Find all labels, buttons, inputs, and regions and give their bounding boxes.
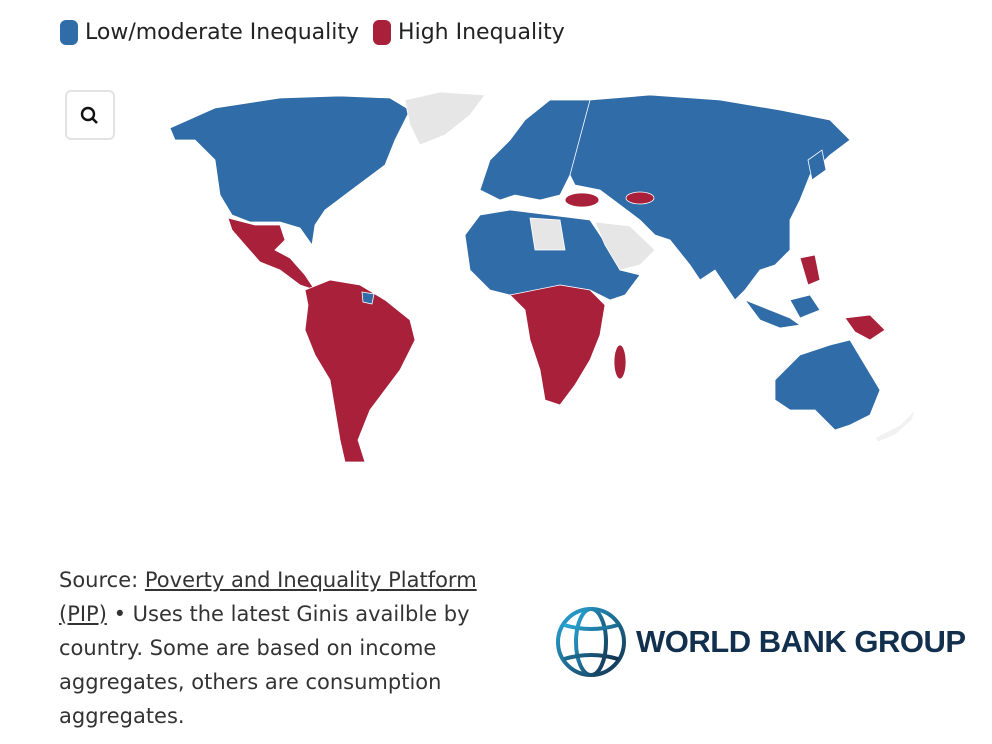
country-region[interactable] [594, 221, 656, 271]
country-region[interactable] [509, 284, 606, 406]
legend: Low/moderate Inequality High Inequality [60, 20, 579, 45]
country-region[interactable] [464, 209, 641, 301]
country-region[interactable] [613, 344, 627, 380]
world-map [169, 91, 916, 463]
legend-swatch [60, 20, 78, 45]
country-region[interactable] [743, 299, 802, 329]
country-region[interactable] [361, 291, 375, 305]
source-link[interactable]: Poverty and Inequality Platform (PIP) [59, 568, 477, 626]
country-region[interactable] [874, 409, 916, 443]
country-region[interactable] [844, 314, 886, 341]
country-region[interactable] [569, 94, 851, 301]
legend-label: Low/moderate Inequality [85, 20, 360, 45]
source-note: Source: Poverty and Inequality Platform … [59, 563, 514, 733]
country-region[interactable] [227, 217, 316, 291]
legend-swatch [373, 20, 392, 45]
country-region[interactable] [404, 91, 486, 146]
legend-item[interactable]: Low/moderate Inequality [60, 20, 359, 45]
country-region[interactable] [529, 217, 566, 251]
country-region[interactable] [625, 191, 655, 205]
search-icon [80, 106, 98, 124]
country-region[interactable] [799, 254, 821, 286]
legend-label: High Inequality [398, 20, 565, 45]
logo-text: WORLD BANK GROUP [636, 624, 966, 659]
zoom-button[interactable] [65, 90, 115, 140]
country-region[interactable] [774, 339, 881, 431]
country-region[interactable] [789, 294, 821, 319]
country-region[interactable] [304, 279, 416, 463]
logo: WORLD BANK GROUP [552, 603, 966, 681]
logo-globe [556, 607, 626, 677]
country-region[interactable] [169, 95, 411, 247]
legend-item[interactable]: High Inequality [373, 20, 565, 45]
source-text: • Uses the latest Ginis availble by coun… [59, 602, 470, 728]
source-prefix: Source: [59, 568, 139, 592]
country-region[interactable] [564, 192, 600, 208]
country-region[interactable] [807, 149, 827, 181]
